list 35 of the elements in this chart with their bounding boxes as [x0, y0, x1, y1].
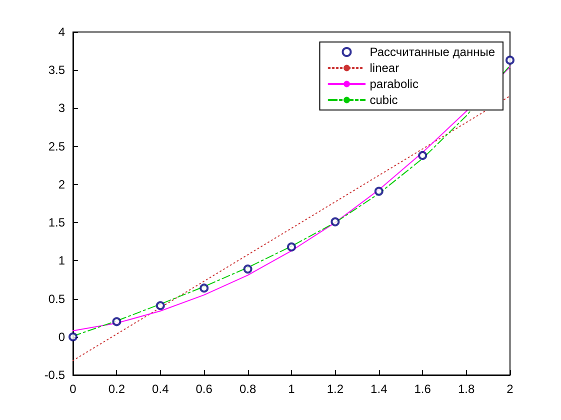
x-tick-label: 1	[288, 382, 296, 396]
x-tick-label: 1.4	[370, 382, 388, 396]
y-tick-label: 2	[58, 177, 66, 192]
y-tick-label: 1.5	[48, 216, 66, 230]
y-tick-label: 3.5	[48, 63, 66, 78]
point	[418, 150, 428, 160]
y-tick-label: 0	[58, 330, 66, 344]
point	[330, 217, 340, 226]
x-tick-label: 0.4	[152, 382, 170, 396]
point	[156, 301, 165, 310]
legend-label: cubic	[370, 93, 398, 107]
legend-label: linear	[370, 61, 400, 75]
y-tick-label: 2.5	[48, 139, 66, 154]
y-tick-label: -0.5	[44, 368, 66, 382]
y-tick-label: 3	[58, 101, 66, 116]
x-tick-label: 0	[70, 382, 77, 396]
point	[200, 284, 209, 293]
x-tick-label: 1.6	[414, 382, 432, 396]
point	[374, 186, 384, 196]
x-tick-label: 1.8	[458, 382, 475, 396]
y-tick-label: 0.5	[48, 292, 66, 306]
point	[243, 264, 252, 274]
point	[112, 317, 122, 326]
point	[506, 56, 514, 65]
point	[287, 242, 296, 252]
point	[68, 332, 78, 342]
x-tick-label: 0.6	[196, 382, 213, 396]
x-tick-label: 0.2	[108, 382, 126, 396]
y-tick-label: 1	[58, 254, 66, 268]
legend-label: parabolic	[370, 77, 418, 91]
x-tick-label: 1.2	[326, 382, 344, 396]
legend-label: Рассчитанные данные	[370, 45, 496, 59]
x-tick-label: 2	[506, 382, 514, 396]
y-tick-label: 4	[58, 25, 66, 39]
x-tick-label: 0.8	[239, 382, 256, 396]
